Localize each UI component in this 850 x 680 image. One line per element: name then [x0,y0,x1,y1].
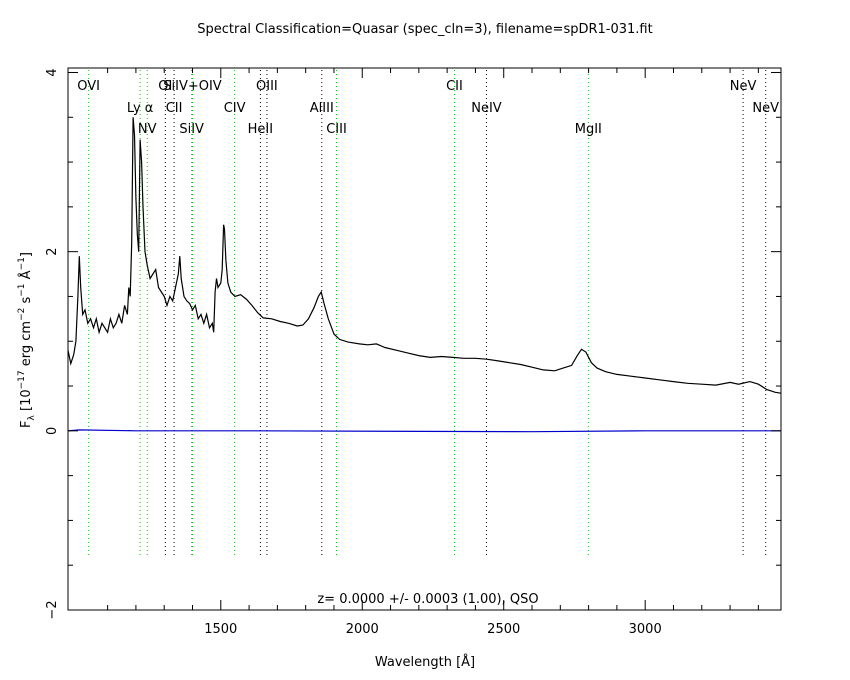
x-tick-label: 2000 [346,622,379,637]
emission-line-label: CII [446,79,463,94]
y-tick-label: 2 [45,248,60,256]
emission-line-label: CIII [326,122,347,137]
y-axis-label-text: Fλ [10−17 erg cm−2 s−1 Å−1] [17,252,37,428]
x-tick-label: 3000 [629,622,662,637]
series-line-0 [67,117,782,394]
redshift-annotation: z= 0.0000 +/- 0.0003 (1.00), QSO [317,592,538,607]
emission-line-label: SiIV [179,122,204,137]
emission-line-label: NV [138,122,157,137]
x-tick-label: 1500 [204,622,237,637]
emission-line-label: HeII [248,122,273,137]
emission-line-label: Ly α [127,101,153,116]
emission-line-label: CIV [224,101,246,116]
emission-line-label: OVI [77,79,100,94]
x-tick-label: 2500 [487,622,520,637]
y-tick-label: −2 [45,600,60,619]
emission-line-label: CII [166,101,183,116]
emission-line-label: MgII [575,122,602,137]
emission-line-label: OIII [256,79,278,94]
y-tick-label: 4 [45,68,60,76]
emission-line-label: AlIII [310,101,334,116]
emission-line-label: SiIV+OIV [163,79,222,94]
chart-title: Spectral Classification=Quasar (spec_cln… [197,22,652,37]
y-axis-label: Fλ [10−17 erg cm−2 s−1 Å−1] [17,252,37,428]
series-line-1 [67,429,781,433]
emission-line-label: NeIV [471,101,502,116]
emission-line-label: OI [158,79,172,94]
emission-line-label: NeV [730,79,757,94]
spectrum-series [67,117,782,433]
x-axis-label: Wavelength [Å] [375,654,475,670]
plot-frame [67,67,782,611]
emission-line-label: NeV [752,101,779,116]
axis-ticks: 1500 2000 2500 3000 −2 0 2 4 [45,68,781,637]
y-tick-label: 0 [45,427,60,435]
